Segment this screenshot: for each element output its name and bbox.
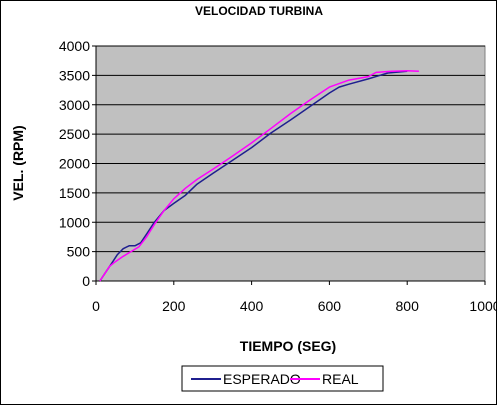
y-tick-label: 3000 [59,97,90,113]
x-tick-label: 800 [396,298,420,314]
y-tick-label: 4000 [59,38,90,54]
x-tick-label: 200 [162,298,186,314]
y-tick-label: 2000 [59,156,90,172]
series-line-esperado [99,70,408,282]
legend: ESPERADO REAL [181,365,384,392]
legend-label-esperado: ESPERADO [223,371,301,387]
series-line-real [99,69,419,282]
x-tick-label: 0 [92,298,100,314]
y-tick-label: 0 [82,273,90,289]
x-tick-label: 1000 [469,298,496,314]
y-tick-label: 1000 [59,214,90,230]
chart-title: VELOCIDAD TURBINA [195,4,323,18]
y-tick-label: 500 [67,244,91,260]
y-axis-title: VEL. (RPM) [10,125,26,200]
y-tick-label: 1500 [59,185,90,201]
y-tick-label: 2500 [59,126,90,142]
plot-area [92,45,486,285]
legend-label-real: REAL [322,371,359,387]
x-axis-title: TIEMPO (SEG) [240,338,336,354]
y-tick-label: 3500 [59,67,90,83]
x-tick-label: 400 [240,298,264,314]
x-tick-label: 600 [318,298,342,314]
